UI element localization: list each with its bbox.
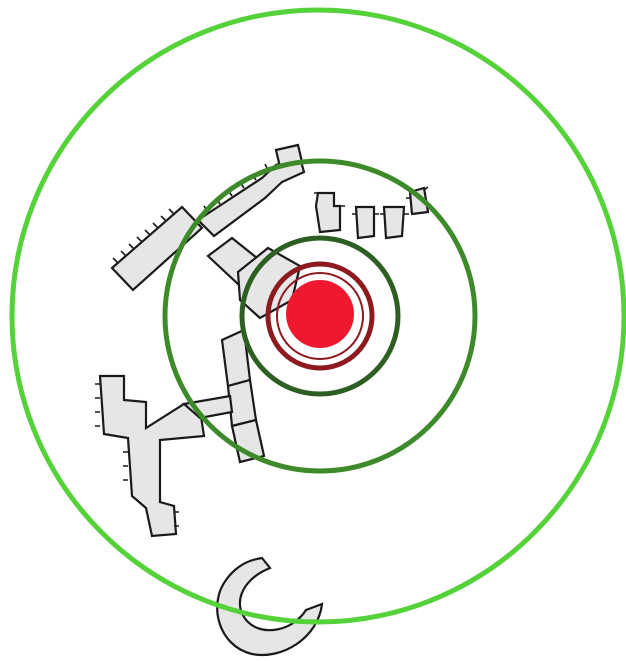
buildings-layer <box>95 143 430 657</box>
facade-ticks-southwest-complex <box>95 383 179 527</box>
building-northwest-wing <box>110 205 204 292</box>
facade-ticks-northwest-wing <box>112 208 175 264</box>
core-red-disc <box>286 280 354 348</box>
building-northeast-3 <box>382 205 406 240</box>
facade-ticks-northeast <box>314 186 429 215</box>
building-southwest-complex <box>98 374 206 538</box>
ring-dark-green <box>239 235 401 397</box>
ring-mid-green <box>162 158 478 474</box>
rings-layer <box>9 7 626 625</box>
ring-dark-red <box>265 261 375 371</box>
building-northeast-1 <box>314 191 342 234</box>
building-north-wing <box>196 156 306 238</box>
ring-light-green <box>9 7 626 625</box>
building-west-arc-2 <box>226 378 258 428</box>
ring-thin-red <box>276 272 364 360</box>
building-northeast-2 <box>354 205 376 240</box>
building-south-crescent <box>216 556 324 657</box>
